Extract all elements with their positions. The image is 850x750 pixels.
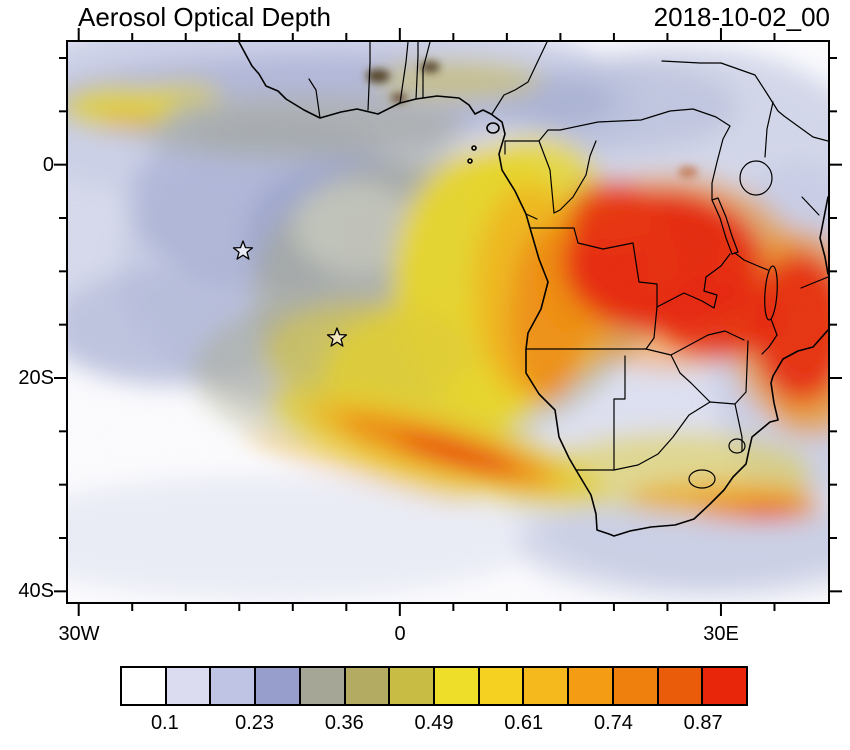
colorbar-tick-label: 0.36 [324, 712, 364, 734]
star-marker [326, 327, 348, 347]
colorbar-cell [256, 668, 301, 704]
colorbar-tick-label: 0.74 [593, 712, 633, 734]
x-axis-tick-label: 30E [703, 623, 739, 645]
colorbar-cell [166, 668, 212, 704]
colorbar-cell [122, 668, 167, 704]
x-axis-tick-label: 0 [394, 623, 406, 645]
colorbar-cell [613, 668, 659, 704]
country-borders [308, 42, 828, 489]
y-axis-tick-label: 20S [18, 367, 54, 389]
colorbar-cell [703, 668, 747, 704]
grain-texture [68, 42, 828, 602]
colorbar-cell [390, 668, 436, 704]
colorbar-cell [211, 668, 257, 704]
plot-timestamp: 2018-10-02_00 [653, 2, 830, 32]
colorbar-tick-label: 0.87 [683, 712, 723, 734]
colorbar-cell [479, 668, 525, 704]
plot-title: Aerosol Optical Depth [78, 2, 331, 32]
y-axis-tick-label: 0 [42, 154, 54, 176]
colorbar-labels: 0.1 0.23 0.36 0.49 0.61 0.74 0.87 [120, 712, 748, 738]
colorbar-tick-label: 0.61 [504, 712, 544, 734]
colorbar-cell [345, 668, 391, 704]
x-axis-tick-label: 30W [58, 623, 100, 645]
colorbar-tick-label: 0.49 [414, 712, 454, 734]
colorbar-cell [569, 668, 614, 704]
colorbar-tick-label: 0.1 [150, 712, 179, 734]
star-markers [232, 240, 348, 347]
colorbar-cell [658, 668, 704, 704]
colorbar-cell [435, 668, 480, 704]
map-canvas [68, 42, 828, 602]
colorbar-tick-label: 0.23 [235, 712, 275, 734]
y-axis-tick-label: 40S [18, 580, 54, 602]
colorbar-cell [300, 668, 346, 704]
colorbar-cell [524, 668, 570, 704]
colorbar [120, 666, 748, 706]
star-marker [232, 240, 254, 260]
map-plot [66, 40, 830, 604]
